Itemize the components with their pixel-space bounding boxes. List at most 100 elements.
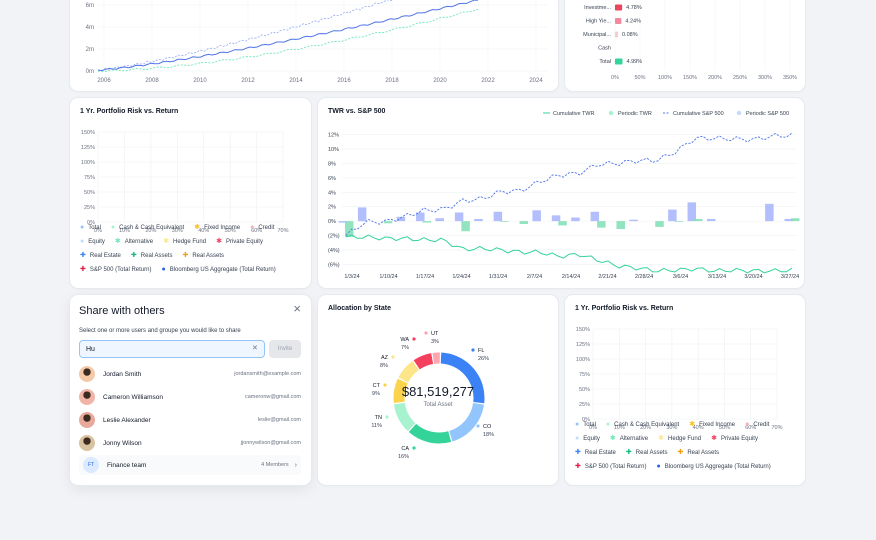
legend-label: Fixed Income — [699, 422, 736, 428]
user-name: Leslie Alexander — [103, 416, 151, 424]
periodic-sp-bar — [784, 218, 793, 222]
legend-label: Cumulative S&P 500 — [673, 111, 724, 117]
x-tick-label: 2010 — [193, 78, 207, 84]
x-tick-label: 2022 — [481, 78, 495, 84]
close-icon[interactable]: × — [293, 301, 301, 316]
invite-button[interactable]: Invite — [269, 340, 301, 358]
user-list-item[interactable]: Leslie Alexander leslie@gmail.com — [79, 411, 301, 429]
chart-legend: ● Total ● Cash & Cash Equivalent ✱ Fixed Inco… — [575, 421, 800, 470]
legend-label: Private Equity — [720, 436, 758, 442]
legend-item: ● Bloomberg US Aggregate (Total Return) — [656, 463, 770, 470]
user-list-item[interactable]: Jonny Wilson jjonnywilson@gmail.com — [79, 434, 301, 452]
y-tick-label: 6m — [86, 3, 94, 9]
periodic-twr-bar — [674, 221, 684, 222]
x-tick-label: 60% — [251, 228, 262, 234]
legend-label: Hedge Fund — [668, 436, 702, 442]
legend-label: Real Assets — [635, 450, 668, 456]
legend-item: ✱ Hedge Fund — [658, 435, 702, 442]
value-label: 4.24% — [625, 19, 641, 25]
legend-marker: ✱ — [216, 238, 222, 245]
y-tick-label: 0% — [328, 219, 336, 225]
slice-pct-label: 18% — [483, 432, 494, 438]
y-tick-label: 75% — [84, 175, 95, 181]
periodic-sp-bar — [493, 211, 503, 222]
donut-slice — [413, 353, 434, 370]
user-search-input[interactable] — [79, 340, 265, 358]
x-tick-label: 1/24/24 — [452, 274, 470, 280]
card-title: 1 Yr. Portfolio Risk vs. Return — [80, 108, 179, 115]
x-tick-label: 3/13/24 — [708, 274, 726, 280]
legend-item: ✚ Real Assets — [626, 449, 668, 456]
legend-label: Equity — [88, 239, 105, 245]
slice-pct-label: 8% — [380, 363, 388, 369]
periodic-sp-bar — [551, 215, 561, 222]
legend-label: Real Assets — [687, 450, 720, 456]
user-email: cameronw@gmail.com — [244, 394, 301, 400]
y-tick-label: 2m — [86, 47, 94, 53]
row-label: High Yie... — [586, 19, 612, 25]
slice-state-label: CA — [401, 446, 409, 452]
legend-item: ✱ Alternative — [115, 238, 154, 245]
x-tick-label: 2016 — [337, 78, 351, 84]
legend-marker: ✱ — [658, 435, 665, 442]
y-tick-label: 25% — [579, 402, 590, 408]
legend-marker: ✚ — [182, 252, 189, 259]
legend-label: Cash & Cash Equivalent — [119, 225, 185, 231]
legend-marker: ✚ — [575, 449, 581, 456]
x-tick-label: 1/10/24 — [379, 274, 397, 280]
legend-label: Alternative — [124, 239, 154, 245]
periodic-twr-bar — [791, 218, 800, 222]
y-tick-label: 4m — [86, 25, 94, 31]
legend-label: Real Estate — [584, 450, 616, 456]
periodic-sp-bar — [338, 221, 347, 223]
user-list-item[interactable]: Cameron Williamson cameronw@gmail.com — [79, 388, 301, 406]
x-tick-label: 40% — [693, 425, 704, 431]
periodic-sp-bar — [629, 219, 638, 222]
user-email: jordansmith@example.com — [234, 371, 301, 377]
clear-input-icon[interactable]: ✕ — [252, 345, 258, 352]
state-allocation-card: Allocation by State FL 26% CO 18% CA 16% TN 11%… — [318, 295, 558, 485]
periodic-sp-bar — [435, 218, 444, 222]
y-tick-label: 0% — [582, 417, 590, 423]
y-tick-label: 25% — [84, 205, 95, 211]
legend-label: Fixed Income — [204, 225, 241, 231]
x-tick-label: 50% — [634, 75, 645, 81]
x-tick-label: 50% — [719, 425, 730, 431]
legend-item: ● Cash & Cash Equivalent — [111, 224, 185, 231]
x-tick-label: 70% — [771, 425, 782, 431]
periodic-sp-bar — [474, 218, 483, 222]
slice-state-label: TN — [375, 415, 382, 421]
x-tick-label: 0% — [589, 425, 597, 431]
user-name: Jordan Smith — [103, 370, 142, 378]
slice-pct-label: 16% — [398, 454, 409, 460]
y-tick-label: 100% — [81, 160, 95, 166]
team-item[interactable]: FT Finance team 4 Members › — [79, 455, 301, 475]
slice-marker — [383, 383, 387, 387]
x-tick-label: 1/17/24 — [416, 274, 434, 280]
legend-item: ✚ Real Assets — [677, 449, 720, 456]
legend-label: Alternative — [619, 436, 649, 442]
donut-slice — [440, 352, 485, 404]
legend-marker: ● — [745, 421, 750, 428]
team-members-count: 4 Members — [261, 462, 289, 468]
risk-return-card: 1 Yr. Portfolio Risk vs. Return 150% 125%… — [70, 98, 311, 288]
series-line-dashed — [97, 0, 393, 72]
slice-state-label: WA — [400, 337, 409, 343]
donut-slice — [448, 402, 485, 442]
x-tick-label: 10% — [119, 228, 130, 234]
legend-marker — [608, 110, 614, 116]
x-tick-label: 150% — [683, 75, 697, 81]
slice-state-label: CT — [373, 383, 381, 389]
slice-pct-label: 26% — [478, 356, 489, 362]
periodic-twr-bar — [422, 221, 432, 223]
growth-chart-card: 6m 4m 2m 0m 2006 2008 2010 2012 2014 2016 2018 2020… — [70, 0, 558, 91]
user-list-item[interactable]: Jordan Smith jordansmith@example.com — [79, 365, 301, 383]
x-tick-label: 2020 — [433, 78, 447, 84]
row-label: Investme... — [584, 5, 611, 11]
x-tick-label: 2018 — [385, 78, 399, 84]
slice-marker — [424, 331, 428, 335]
y-tick-label: 150% — [81, 130, 95, 136]
y-tick-label: 4% — [328, 190, 336, 196]
slice-state-label: UT — [431, 331, 439, 337]
total-asset-value: $81,519,277 — [401, 384, 475, 399]
